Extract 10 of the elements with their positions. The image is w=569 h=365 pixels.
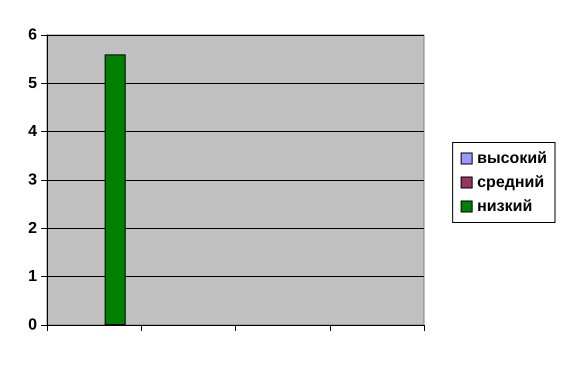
- y-tick-label: 4: [28, 123, 38, 140]
- legend-label: высокий: [477, 150, 548, 167]
- y-tick-label: 1: [28, 268, 38, 286]
- legend-label: средний: [477, 174, 544, 191]
- y-tick-label: 5: [28, 74, 38, 92]
- y-tick-label: 3: [28, 172, 38, 188]
- y-tick-label: 0: [28, 316, 38, 334]
- y-tick-label: 2: [28, 220, 38, 237]
- legend-label: низкий: [477, 198, 532, 215]
- y-tick-label: 6: [28, 26, 38, 44]
